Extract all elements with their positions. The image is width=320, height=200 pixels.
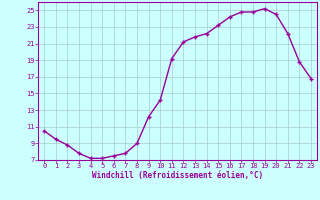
- X-axis label: Windchill (Refroidissement éolien,°C): Windchill (Refroidissement éolien,°C): [92, 171, 263, 180]
